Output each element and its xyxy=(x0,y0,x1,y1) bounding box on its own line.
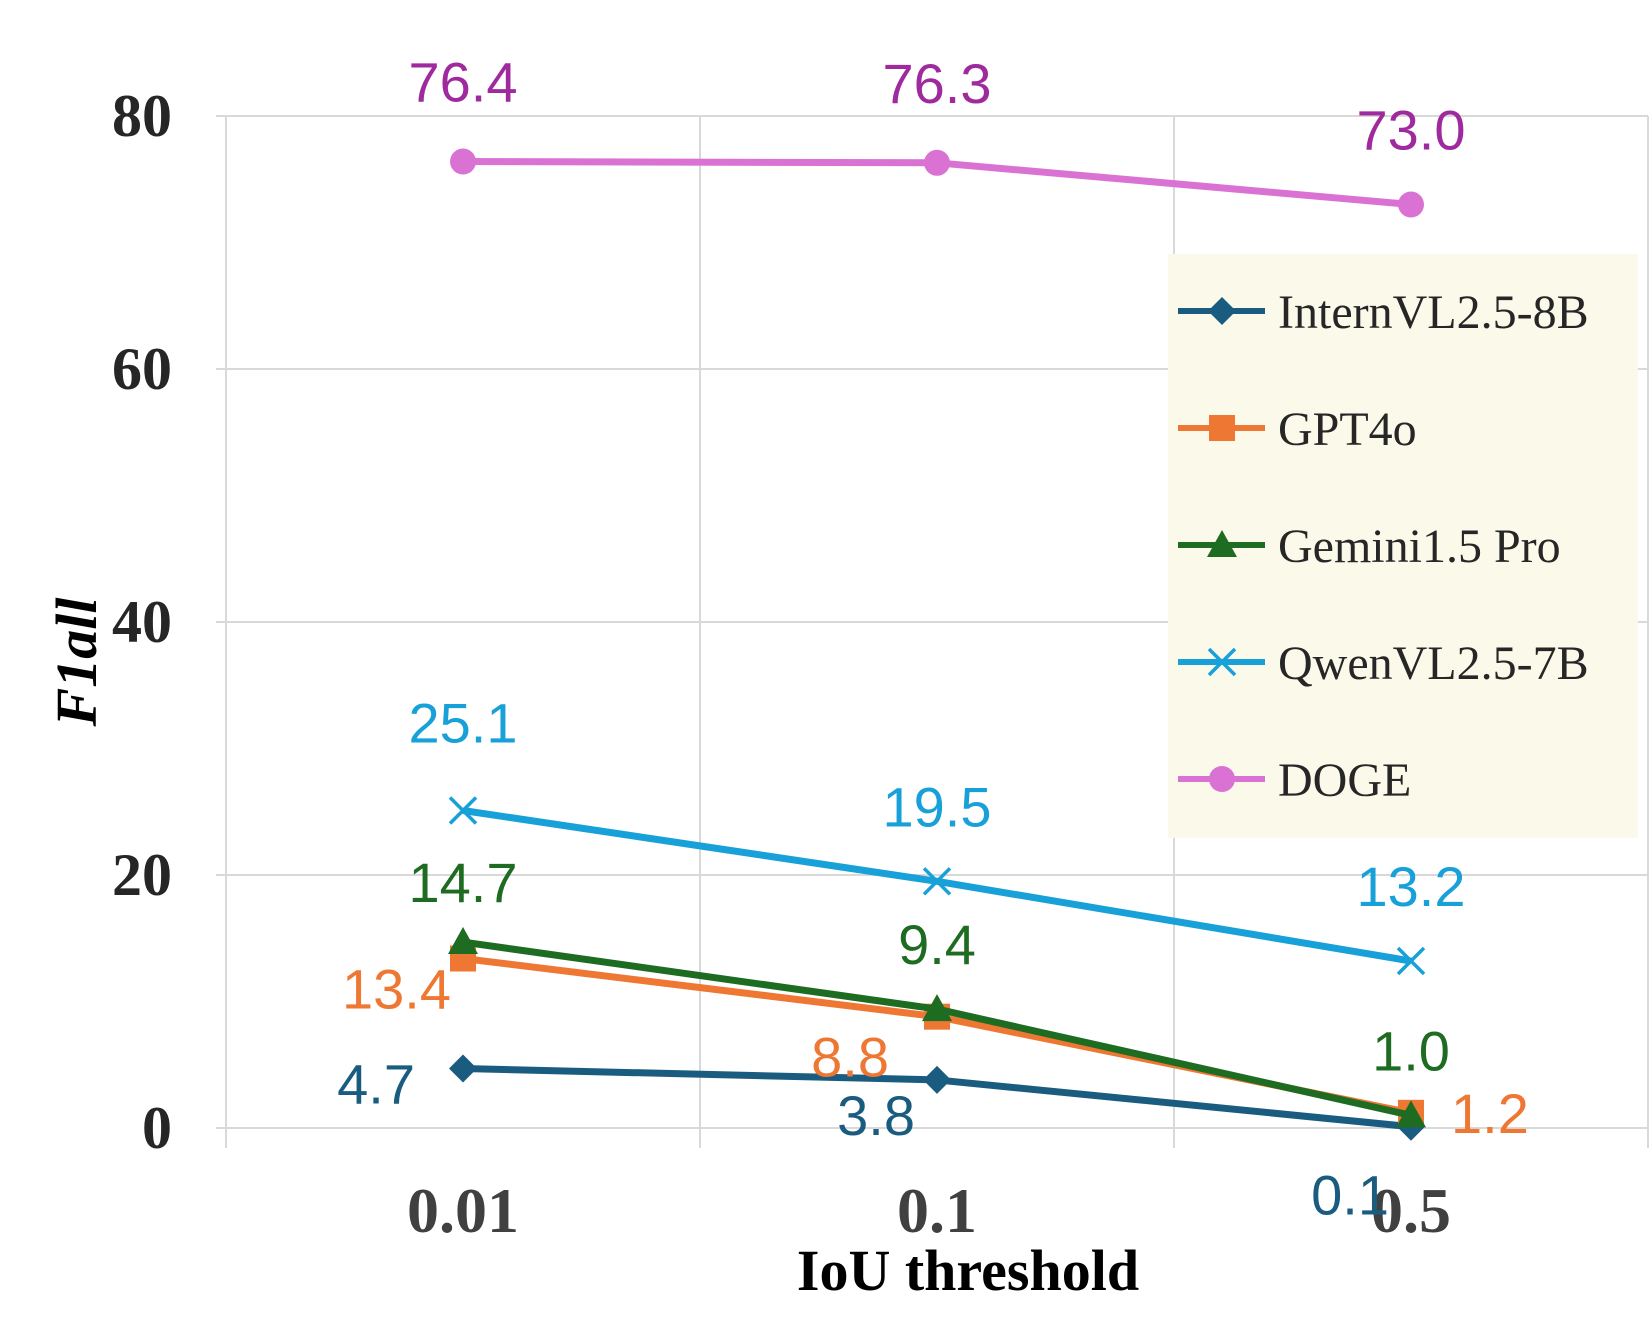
grid-layer xyxy=(216,115,1649,1148)
legend-marker-stroke-b xyxy=(1207,647,1237,677)
data-point-gemini1-5-pro xyxy=(922,994,952,1022)
y-tick-labels: 0 20 40 60 80 xyxy=(112,83,172,1161)
y-tick-label: 40 xyxy=(112,589,172,655)
legend-marker xyxy=(1209,415,1235,441)
data-point-qwenvl2-5-7b-stroke-b xyxy=(1396,946,1426,976)
data-label: 9.4 xyxy=(898,913,976,976)
legend: InternVL2.5-8B GPT4o Gemini1.5 Pro QwenVL2.… xyxy=(1168,254,1638,838)
y-tick-label: 20 xyxy=(112,842,172,908)
data-label: 25.1 xyxy=(409,691,518,754)
data-label: 3.8 xyxy=(837,1084,915,1147)
series-layer xyxy=(448,148,1426,1141)
x-tick-label: 0.01 xyxy=(407,1175,519,1246)
data-label: 13.4 xyxy=(342,957,451,1020)
data-point-qwenvl2-5-7b-stroke-b xyxy=(922,867,952,896)
legend-item: InternVL2.5-8B xyxy=(1178,286,1589,339)
data-point-gemini1-5-pro xyxy=(1396,1100,1426,1128)
data-point-doge xyxy=(924,149,950,176)
series-qwenvl2-5-7b xyxy=(448,796,1426,976)
legend-item: QwenVL2.5-7B xyxy=(1178,637,1589,690)
data-label: 73.0 xyxy=(1357,99,1466,162)
data-point-internvl2-5-8b xyxy=(923,1065,951,1094)
series-gemini1-5-pro xyxy=(448,927,1426,1128)
legend-item: GPT4o xyxy=(1178,403,1417,456)
data-point-qwenvl2-5-7b xyxy=(448,796,478,825)
legend-label: InternVL2.5-8B xyxy=(1278,286,1589,339)
legend-label: Gemini1.5 Pro xyxy=(1278,520,1561,573)
data-label: 8.8 xyxy=(811,1026,889,1089)
data-label: 76.3 xyxy=(883,52,992,115)
data-label: 14.7 xyxy=(409,851,518,914)
data-point-doge xyxy=(1398,191,1424,218)
legend-marker xyxy=(1207,530,1237,557)
series-doge xyxy=(450,148,1424,218)
x-tick-labels: 0.01 0.1 0.5 xyxy=(407,1175,1451,1246)
legend-item: Gemini1.5 Pro xyxy=(1178,520,1561,573)
data-point-qwenvl2-5-7b-stroke-b xyxy=(448,796,478,825)
data-point-qwenvl2-5-7b xyxy=(1396,946,1426,976)
data-label: 76.4 xyxy=(409,51,518,114)
legend-marker xyxy=(1207,647,1237,677)
legend-label: GPT4o xyxy=(1278,403,1417,456)
data-label: 1.0 xyxy=(1372,1019,1450,1082)
y-tick-label: 0 xyxy=(142,1095,172,1161)
legend-label: DOGE xyxy=(1278,754,1411,807)
data-point-qwenvl2-5-7b xyxy=(922,867,952,896)
data-point-internvl2-5-8b xyxy=(449,1054,477,1083)
data-label: 19.5 xyxy=(883,775,992,838)
y-axis-title: F1all xyxy=(44,597,109,728)
legend-marker xyxy=(1209,766,1235,792)
legend-marker xyxy=(1208,297,1236,325)
data-labels: 4.7 3.8 0.1 13.4 8.8 1.2 14.7 9.4 1.0 25.1 19.5 13.… xyxy=(337,51,1529,1227)
x-axis-title: IoU threshold xyxy=(797,1238,1139,1303)
data-label: 1.2 xyxy=(1451,1082,1529,1145)
data-label: 13.2 xyxy=(1357,855,1466,918)
y-tick-label: 60 xyxy=(112,336,172,402)
legend-item: DOGE xyxy=(1178,754,1411,807)
x-tick-label: 0.5 xyxy=(1371,1175,1451,1246)
data-point-doge xyxy=(450,148,476,175)
data-point-gemini1-5-pro xyxy=(448,927,478,955)
legend-label: QwenVL2.5-7B xyxy=(1278,637,1589,690)
data-label: 0.1 xyxy=(1311,1164,1389,1227)
data-label: 4.7 xyxy=(337,1053,415,1116)
y-tick-label: 80 xyxy=(112,83,172,149)
x-tick-label: 0.1 xyxy=(897,1175,977,1246)
